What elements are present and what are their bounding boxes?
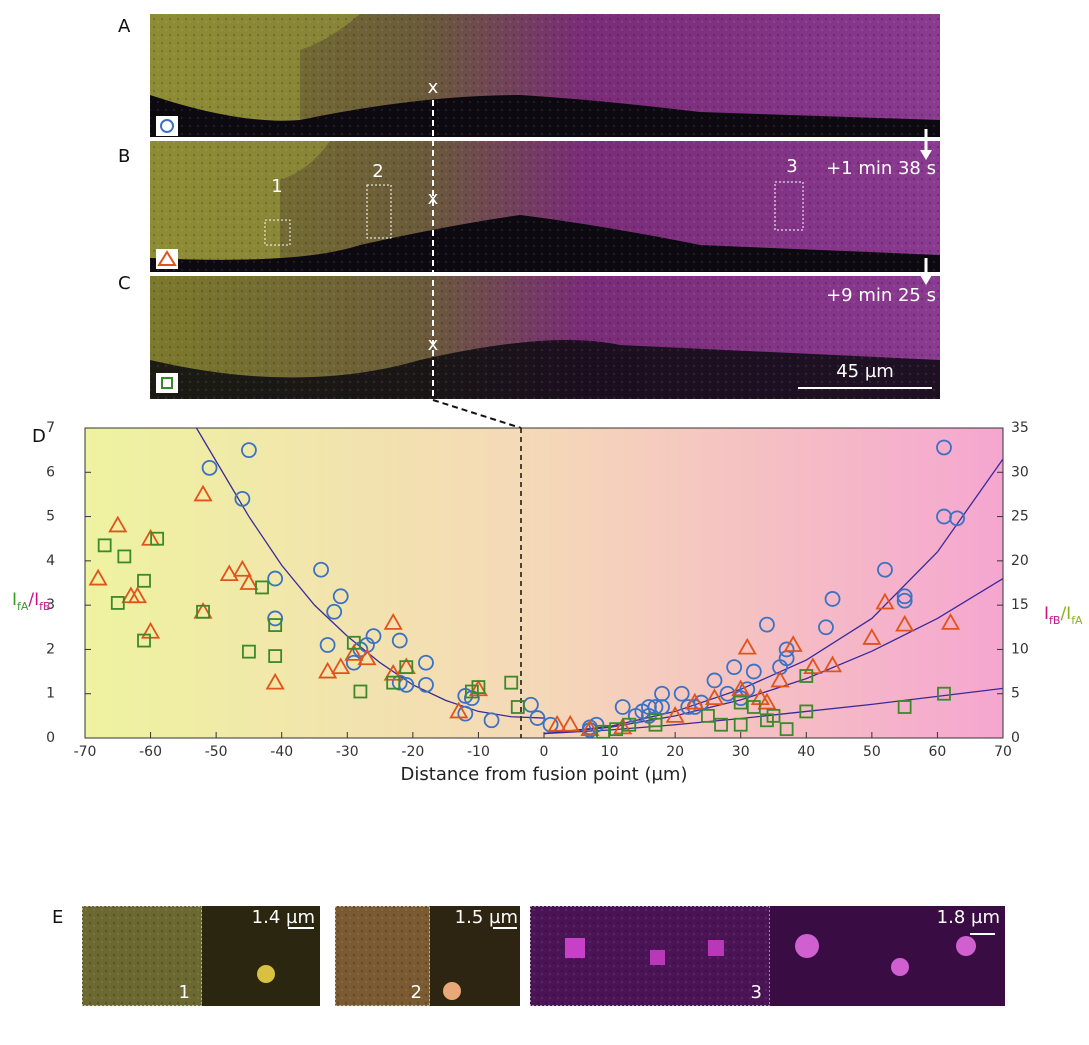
vesicle (795, 934, 819, 958)
box-label: 2 (372, 161, 383, 182)
x-tick-label: -10 (467, 744, 490, 760)
y2-tick-label: 30 (1011, 464, 1029, 480)
label-part: fA (17, 600, 29, 613)
x-tick-label: -20 (401, 744, 424, 760)
x-tick-label: -50 (205, 744, 228, 760)
y2-tick-label: 35 (1011, 420, 1029, 436)
vesicle (257, 965, 275, 983)
zoom-number: 1 (179, 982, 190, 1003)
x-tick-label: -30 (336, 744, 359, 760)
y-tick-label: 5 (46, 509, 55, 525)
x-axis-label: Distance from fusion point (µm) (401, 764, 688, 785)
x-tick-label: 50 (863, 744, 881, 760)
pixel-spot (565, 938, 585, 958)
chart-d: D Distance from fusion point (µm) -70 -60… (12, 420, 1083, 785)
y2-tick-label: 25 (1011, 509, 1029, 525)
vesicle (443, 982, 461, 1000)
time-label: +1 min 38 s (826, 158, 936, 179)
zoom-panels: E 1 2 3 1.4 µm 1.5 µm 1.8 µm (52, 906, 1005, 1006)
y2-tick-label: 0 (1011, 730, 1020, 746)
x-tick-label: 0 (540, 744, 549, 760)
scale-label: 1.8 µm (937, 907, 1000, 928)
x-tick-label: 40 (797, 744, 815, 760)
figure: A B C x x x 1 2 3 +1 min 38 s +9 min 25 … (0, 0, 1089, 1045)
vesicle (891, 958, 909, 976)
x-tick-label: -40 (270, 744, 293, 760)
label-part: fA (1071, 614, 1083, 627)
y-tick-label: 7 (46, 420, 55, 436)
box-label: 3 (786, 156, 797, 177)
x-tick-label: 60 (929, 744, 947, 760)
y-tick-label: 4 (46, 553, 55, 569)
vesicle (956, 936, 976, 956)
y-tick-label: 1 (46, 686, 55, 702)
scale-label: 1.5 µm (455, 907, 518, 928)
x-tick-label: 10 (601, 744, 619, 760)
image-panels: A B C x x x 1 2 3 +1 min 38 s +9 min 25 … (118, 14, 940, 428)
y2-tick-label: 20 (1011, 553, 1029, 569)
y2-tick-label: 15 (1011, 597, 1029, 613)
texture (150, 141, 940, 272)
cut-mark: x (428, 188, 439, 209)
fusion-link (433, 400, 521, 428)
cut-mark: x (428, 77, 439, 98)
time-label: +9 min 25 s (826, 285, 936, 306)
zoom-number: 3 (751, 982, 762, 1003)
scale-label: 1.4 µm (252, 907, 315, 928)
y-axis-label: IfA/IfB (12, 590, 51, 613)
panel-label: C (118, 273, 131, 294)
y-tick-label: 6 (46, 464, 55, 480)
zoom-number: 2 (411, 982, 422, 1003)
x-tick-label: 70 (994, 744, 1012, 760)
panel-label: D (32, 426, 46, 447)
y2-tick-label: 5 (1011, 686, 1020, 702)
y-tick-label: 0 (46, 730, 55, 746)
cut-mark: x (428, 334, 439, 355)
x-tick-label: 20 (666, 744, 684, 760)
pixel-spot (650, 950, 665, 965)
label-part: fB (39, 600, 50, 613)
texture (150, 276, 940, 399)
panel-label: A (118, 16, 131, 37)
x-tick-label: -60 (139, 744, 162, 760)
panel-label: B (118, 146, 130, 167)
pixel-spot (708, 940, 724, 956)
panel-label: E (52, 907, 63, 928)
y-tick-label: 2 (46, 641, 55, 657)
x-tick-label: 30 (732, 744, 750, 760)
plot-background (85, 428, 1003, 738)
marker-badge (156, 373, 178, 393)
label-part: fB (1049, 614, 1060, 627)
texture (150, 14, 940, 137)
y2-tick-label: 10 (1011, 641, 1029, 657)
y-axis-label: IfB/IfA (1044, 604, 1083, 627)
x-tick-label: -70 (74, 744, 97, 760)
scale-label: 45 µm (836, 361, 894, 382)
box-label: 1 (271, 176, 282, 197)
